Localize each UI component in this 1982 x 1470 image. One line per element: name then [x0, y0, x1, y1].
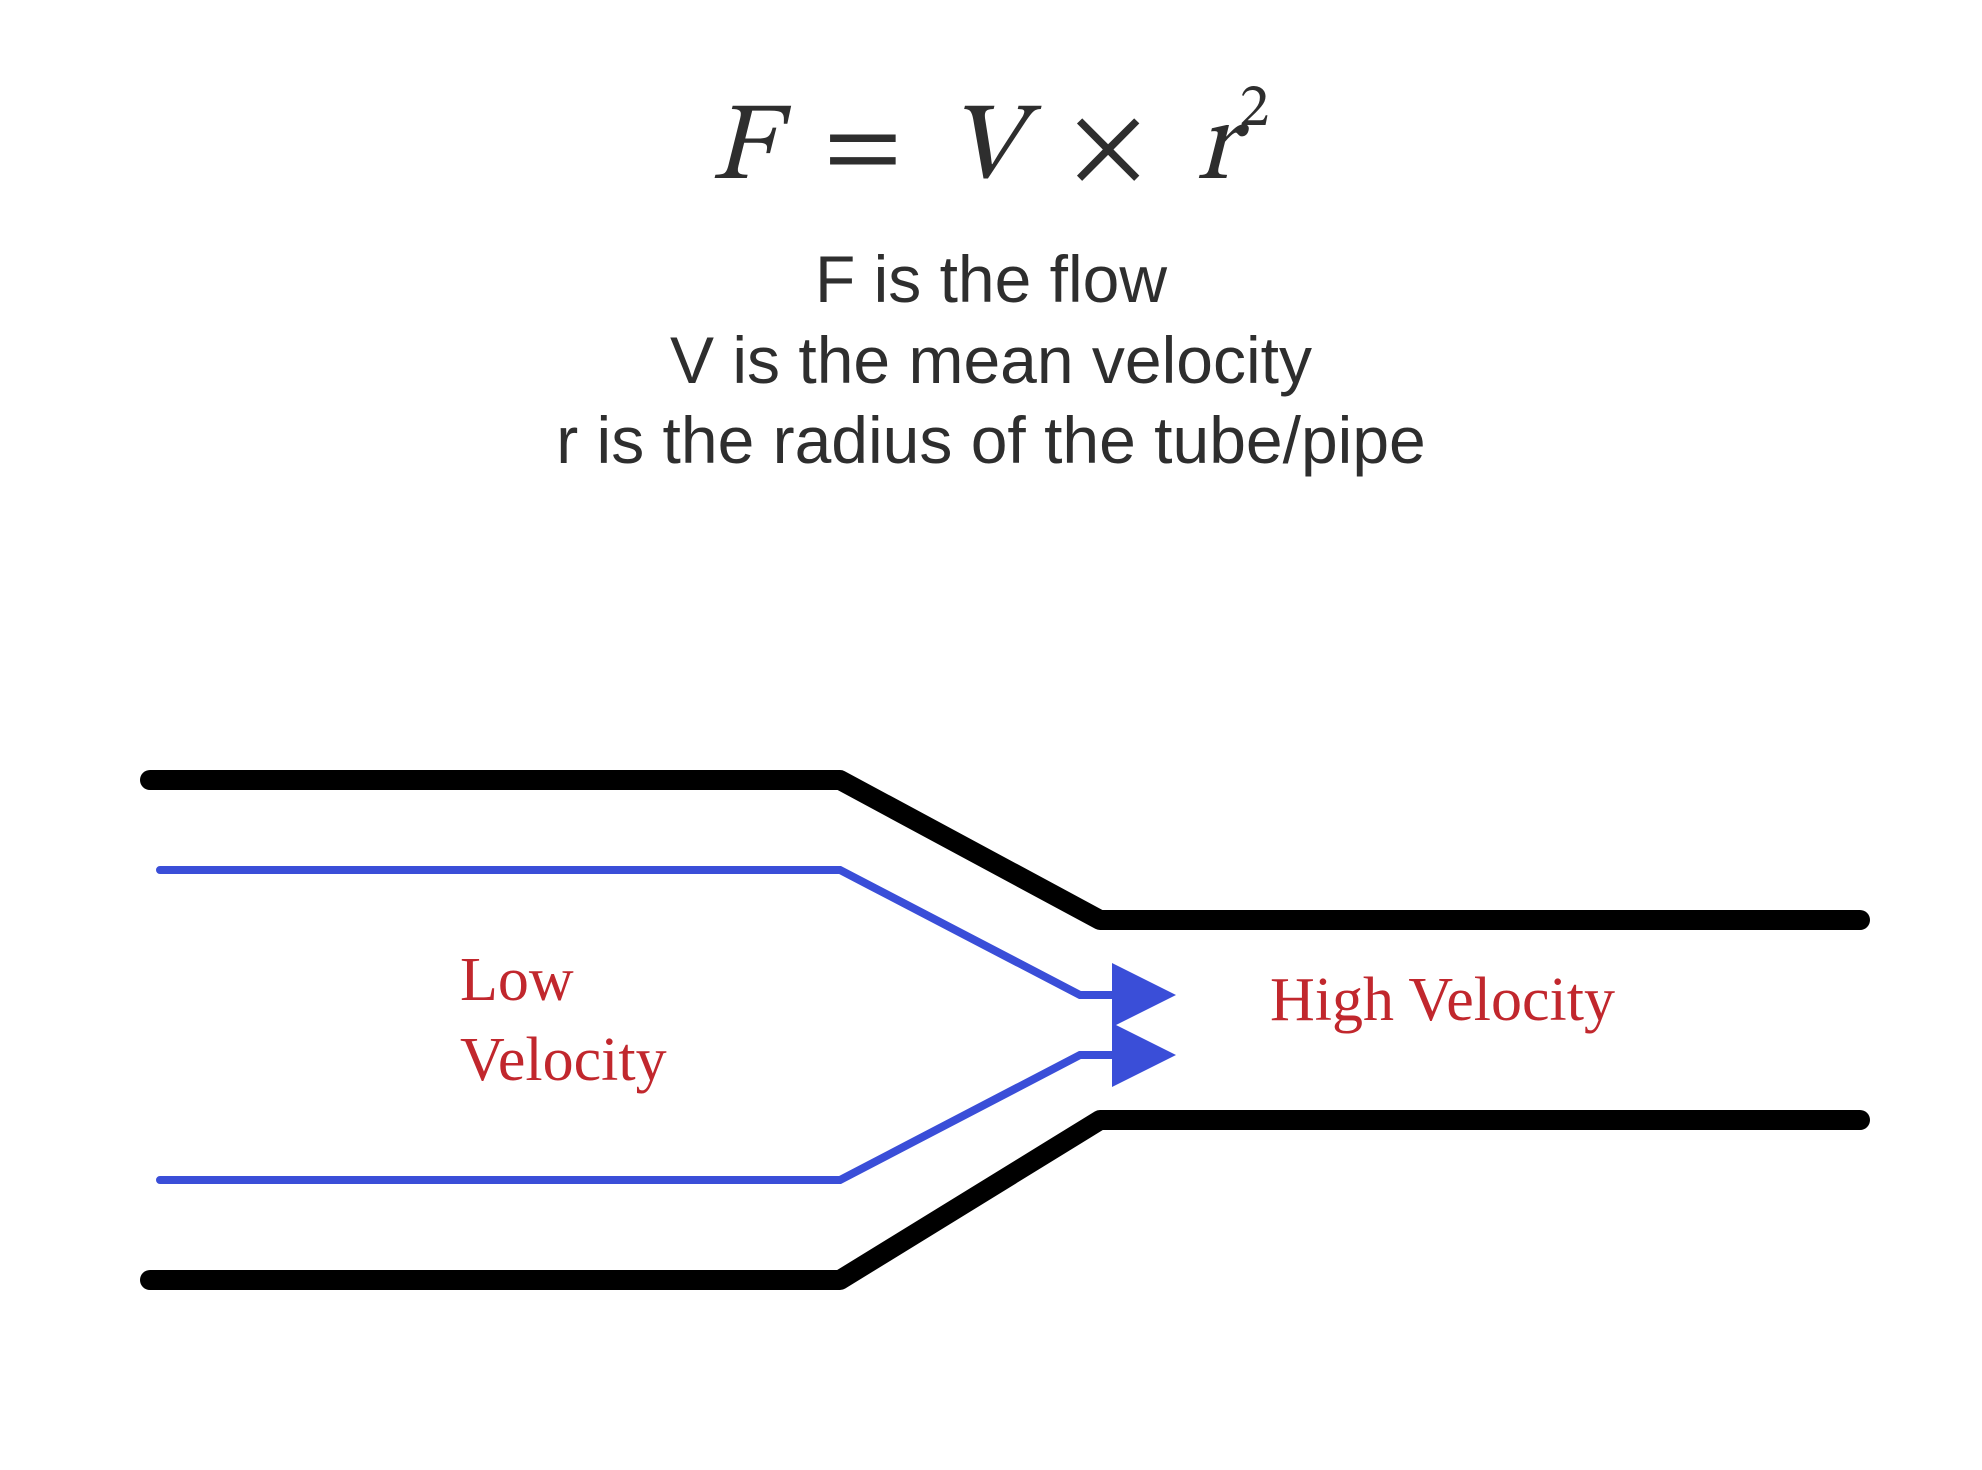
formula-times: × — [1051, 95, 1168, 205]
label-low-line1: Low — [460, 946, 574, 1014]
streamline-top — [160, 870, 1160, 995]
formula-definitions: F is the flow V is the mean velocity r i… — [0, 239, 1982, 481]
definition-V: V is the mean velocity — [0, 320, 1982, 401]
definition-r: r is the radius of the tube/pipe — [0, 400, 1982, 481]
pipe-diagram: Low Velocity High Velocity — [140, 720, 1880, 1360]
formula-V: V — [948, 95, 1023, 205]
label-low-velocity: Low Velocity — [460, 946, 667, 1094]
formula-F: F — [711, 95, 778, 205]
pipe-diagram-svg: Low Velocity High Velocity — [140, 720, 1880, 1360]
page: F = V × r2 F is the flow V is the mean v… — [0, 0, 1982, 1470]
flow-formula: F = V × r2 — [0, 90, 1982, 211]
pipe-wall-bottom — [150, 1120, 1860, 1280]
label-high-line1: High Velocity — [1270, 966, 1615, 1034]
formula-block: F = V × r2 F is the flow V is the mean v… — [0, 90, 1982, 481]
formula-equals: = — [805, 95, 922, 205]
label-high-velocity: High Velocity — [1270, 966, 1615, 1034]
label-low-line2: Velocity — [460, 1026, 667, 1094]
formula-exponent: 2 — [1239, 80, 1271, 140]
definition-F: F is the flow — [0, 239, 1982, 320]
formula-r: r — [1196, 95, 1240, 205]
pipe-wall-top — [150, 780, 1860, 920]
